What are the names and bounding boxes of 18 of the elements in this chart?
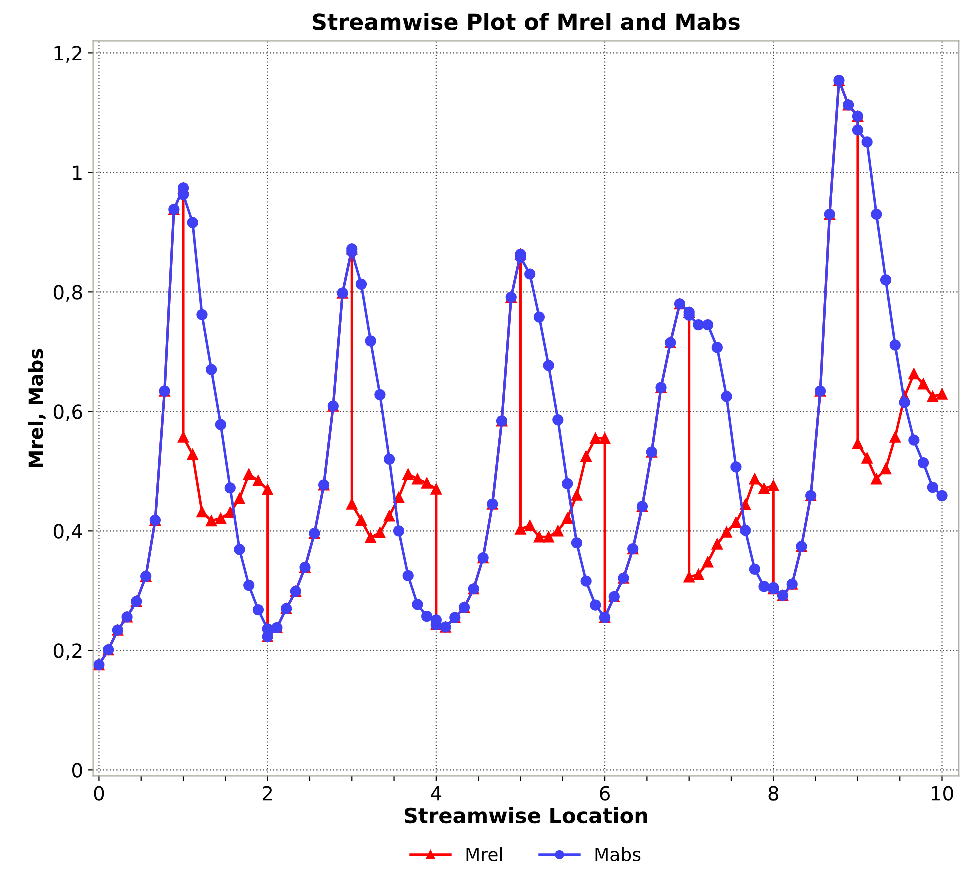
legend-label: Mrel [466, 848, 502, 862]
y-tick-label: 0,8 [54, 285, 82, 302]
y-tick-label: 0,2 [54, 644, 82, 660]
x-tick-label: 4 [431, 786, 442, 801]
x-tick-label: 6 [600, 786, 610, 801]
x-tick-label: 0 [94, 786, 104, 801]
legend-label: Mabs [596, 848, 641, 862]
y-axis-title: Mrel, Mabs [28, 349, 46, 468]
y-tick-label: 0 [72, 763, 82, 778]
y-tick-label: 1 [73, 166, 82, 180]
y-tick-label: 0,6 [54, 404, 82, 422]
x-axis-title: Streamwise Location [404, 807, 648, 824]
x-tick-label: 10 [932, 786, 954, 801]
x-tick-label: 8 [768, 786, 778, 801]
chart-title: Streamwise Plot of Mrel and Mabs [313, 13, 740, 30]
x-tick-label: 2 [263, 786, 272, 801]
y-tick-label: 1,2 [54, 46, 82, 63]
y-tick-label: 0,4 [54, 524, 82, 541]
